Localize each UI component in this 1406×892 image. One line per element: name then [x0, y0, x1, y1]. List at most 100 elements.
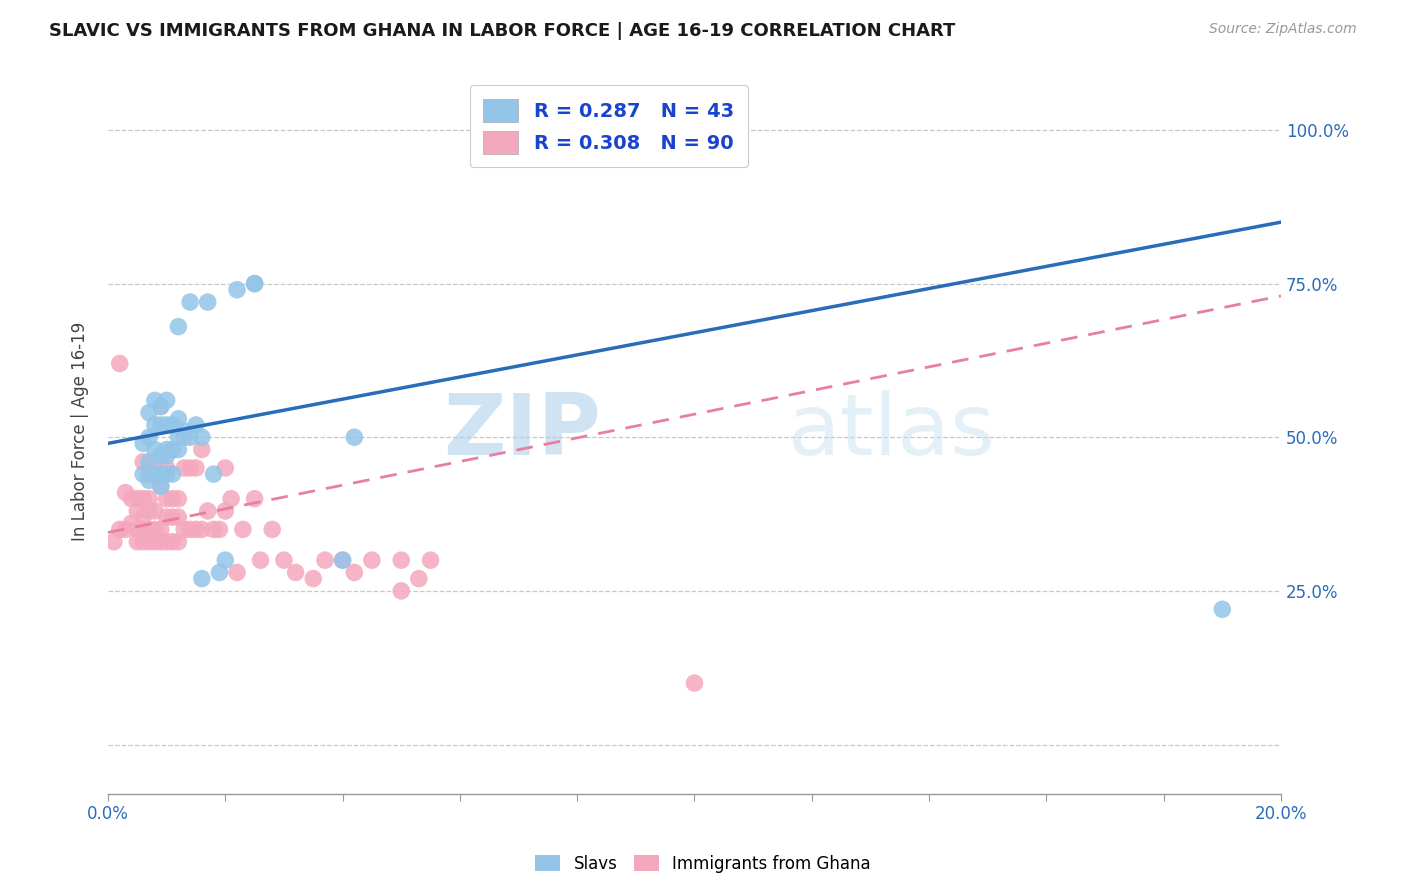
Text: Source: ZipAtlas.com: Source: ZipAtlas.com	[1209, 22, 1357, 37]
Point	[408, 572, 430, 586]
Point	[120, 516, 142, 531]
Point	[149, 523, 172, 537]
Point	[127, 504, 149, 518]
Point	[132, 467, 155, 482]
Point	[132, 523, 155, 537]
Point	[162, 417, 184, 432]
Point	[361, 553, 384, 567]
Point	[202, 467, 225, 482]
Text: SLAVIC VS IMMIGRANTS FROM GHANA IN LABOR FORCE | AGE 16-19 CORRELATION CHART: SLAVIC VS IMMIGRANTS FROM GHANA IN LABOR…	[49, 22, 956, 40]
Point	[143, 461, 166, 475]
Point	[149, 479, 172, 493]
Point	[138, 491, 160, 506]
Point	[167, 491, 190, 506]
Point	[389, 583, 412, 598]
Point	[149, 467, 172, 482]
Point	[249, 553, 271, 567]
Point	[138, 473, 160, 487]
Point	[389, 553, 412, 567]
Text: ZIP: ZIP	[443, 390, 600, 473]
Point	[173, 523, 195, 537]
Point	[302, 572, 325, 586]
Point	[143, 534, 166, 549]
Point	[138, 467, 160, 482]
Point	[219, 491, 242, 506]
Point	[156, 510, 179, 524]
Point	[103, 534, 125, 549]
Point	[120, 491, 142, 506]
Point	[167, 534, 190, 549]
Point	[138, 534, 160, 549]
Point	[132, 436, 155, 450]
Point	[184, 523, 207, 537]
Point	[167, 430, 190, 444]
Point	[314, 553, 336, 567]
Point	[179, 295, 201, 310]
Point	[184, 461, 207, 475]
Point	[138, 430, 160, 444]
Point	[208, 523, 231, 537]
Y-axis label: In Labor Force | Age 16-19: In Labor Force | Age 16-19	[72, 321, 89, 541]
Point	[167, 510, 190, 524]
Point	[149, 534, 172, 549]
Point	[179, 430, 201, 444]
Point	[132, 491, 155, 506]
Point	[173, 461, 195, 475]
Point	[232, 523, 254, 537]
Point	[149, 400, 172, 414]
Point	[149, 449, 172, 463]
Point	[332, 553, 354, 567]
Point	[114, 523, 136, 537]
Point	[226, 283, 249, 297]
Point	[143, 393, 166, 408]
Point	[683, 676, 706, 690]
Point	[214, 461, 236, 475]
Point	[143, 442, 166, 457]
Point	[191, 523, 214, 537]
Point	[167, 442, 190, 457]
Point	[127, 491, 149, 506]
Point	[108, 523, 131, 537]
Point	[191, 430, 214, 444]
Point	[191, 572, 214, 586]
Point	[343, 566, 366, 580]
Point	[162, 442, 184, 457]
Legend: R = 0.287   N = 43, R = 0.308   N = 90: R = 0.287 N = 43, R = 0.308 N = 90	[470, 86, 748, 168]
Point	[202, 523, 225, 537]
Point	[162, 534, 184, 549]
Point	[214, 504, 236, 518]
Point	[138, 504, 160, 518]
Point	[143, 504, 166, 518]
Point	[108, 357, 131, 371]
Point	[162, 467, 184, 482]
Point	[156, 417, 179, 432]
Point	[156, 449, 179, 463]
Point	[156, 442, 179, 457]
Point	[243, 491, 266, 506]
Point	[127, 523, 149, 537]
Point	[197, 295, 219, 310]
Point	[197, 504, 219, 518]
Point	[149, 417, 172, 432]
Point	[132, 510, 155, 524]
Point	[138, 406, 160, 420]
Point	[156, 461, 179, 475]
Point	[127, 534, 149, 549]
Point	[184, 417, 207, 432]
Point	[143, 417, 166, 432]
Point	[179, 523, 201, 537]
Point	[226, 566, 249, 580]
Point	[149, 479, 172, 493]
Point	[156, 393, 179, 408]
Point	[132, 534, 155, 549]
Point	[156, 534, 179, 549]
Legend: Slavs, Immigrants from Ghana: Slavs, Immigrants from Ghana	[529, 848, 877, 880]
Point	[284, 566, 307, 580]
Point	[191, 442, 214, 457]
Point	[167, 319, 190, 334]
Point	[162, 510, 184, 524]
Point	[273, 553, 295, 567]
Point	[138, 523, 160, 537]
Point	[243, 277, 266, 291]
Point	[156, 491, 179, 506]
